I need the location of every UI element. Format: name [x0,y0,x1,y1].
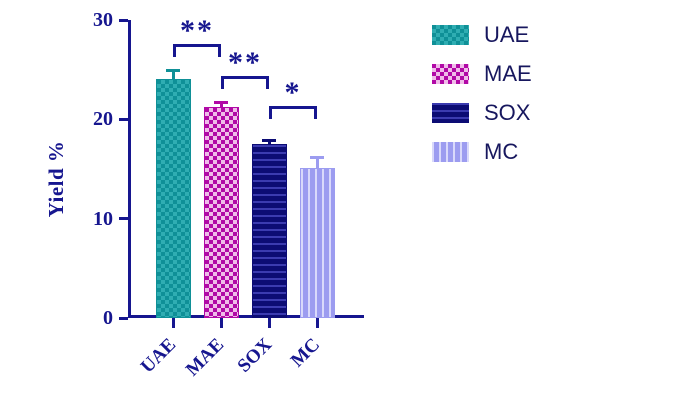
error-bar-cap [166,68,180,72]
legend-label: SOX [484,100,531,125]
significance-label: * [284,76,302,110]
significance-bracket [173,43,221,57]
significance-bracket [221,75,269,89]
legend: UAE MAE SOX MC [432,24,532,180]
legend-swatch-sox [432,103,469,123]
bar-mae [203,107,239,318]
significance-bracket [269,106,317,120]
y-tick-mark [119,117,128,121]
y-tick-mark [119,316,128,320]
error-bar [219,102,223,108]
bar-sox [251,144,287,318]
legend-label: MAE [484,61,532,86]
x-tick-mark [219,318,223,328]
legend-item: SOX [432,102,532,124]
y-tick-label: 10 [93,207,113,230]
bar-mc [299,168,335,318]
legend-label: MC [484,139,519,164]
significance-label: ** [180,13,214,47]
legend-item: UAE [432,24,532,46]
legend-swatch-mae [432,64,469,84]
error-bar [171,69,175,79]
legend-swatch-mc [432,142,469,162]
error-bar-cap [310,156,324,160]
legend-label: UAE [484,22,530,47]
significance-label: ** [228,45,262,79]
x-tick-mark [315,318,319,328]
legend-swatch-uae [432,25,469,45]
error-bar-cap [214,101,228,105]
legend-item: MC [432,141,532,163]
y-axis-title: Yield % [44,140,68,218]
y-tick-label: 30 [93,9,113,31]
bar-uae [155,78,191,318]
y-tick-mark [119,217,128,221]
y-tick-mark [119,18,128,22]
y-tick-label: 20 [93,108,113,131]
x-tick-mark [171,318,175,328]
error-bar [315,157,319,168]
y-tick-label: 0 [103,307,113,329]
legend-item: MAE [432,63,532,85]
plot-area: 0 10 20 30 UAE MAE SOX MC ** ** * [93,9,364,380]
x-tick-mark [267,318,271,328]
error-bar-cap [262,139,276,143]
